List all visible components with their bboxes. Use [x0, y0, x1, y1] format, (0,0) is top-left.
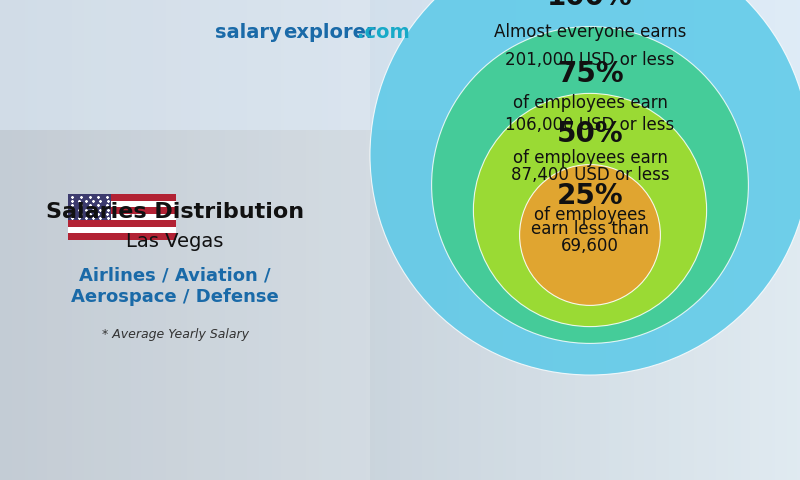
Text: 106,000 USD or less: 106,000 USD or less	[506, 116, 674, 134]
Text: 201,000 USD or less: 201,000 USD or less	[506, 51, 674, 70]
Bar	[68, 207, 176, 214]
Bar	[68, 227, 176, 233]
Text: 69,600: 69,600	[561, 237, 619, 254]
Bar	[68, 233, 176, 240]
Text: 75%: 75%	[557, 60, 623, 88]
Text: * Average Yearly Salary: * Average Yearly Salary	[102, 328, 249, 341]
Circle shape	[474, 94, 706, 326]
Circle shape	[432, 26, 749, 343]
Circle shape	[370, 0, 800, 375]
Bar	[68, 201, 176, 207]
Text: earn less than: earn less than	[531, 220, 649, 239]
Text: Las Vegas: Las Vegas	[126, 232, 224, 251]
Bar	[68, 220, 176, 227]
Text: of employees earn: of employees earn	[513, 148, 667, 167]
Text: salary: salary	[215, 23, 282, 42]
Text: 100%: 100%	[547, 0, 633, 11]
Bar	[68, 194, 176, 201]
Text: 25%: 25%	[557, 182, 623, 210]
Text: 50%: 50%	[557, 120, 623, 148]
Bar	[68, 194, 111, 220]
FancyBboxPatch shape	[0, 0, 800, 130]
Text: of employees earn: of employees earn	[513, 94, 667, 112]
Text: Almost everyone earns: Almost everyone earns	[494, 23, 686, 41]
Text: explorer: explorer	[283, 23, 376, 42]
Text: Aerospace / Defense: Aerospace / Defense	[71, 288, 279, 306]
Text: Salaries Distribution: Salaries Distribution	[46, 202, 304, 222]
FancyBboxPatch shape	[0, 0, 370, 480]
Text: Airlines / Aviation /: Airlines / Aviation /	[79, 267, 271, 285]
Text: 87,400 USD or less: 87,400 USD or less	[510, 166, 670, 184]
Text: of employees: of employees	[534, 206, 646, 224]
Circle shape	[520, 165, 661, 305]
Bar	[68, 214, 176, 220]
Text: .com: .com	[357, 23, 410, 42]
